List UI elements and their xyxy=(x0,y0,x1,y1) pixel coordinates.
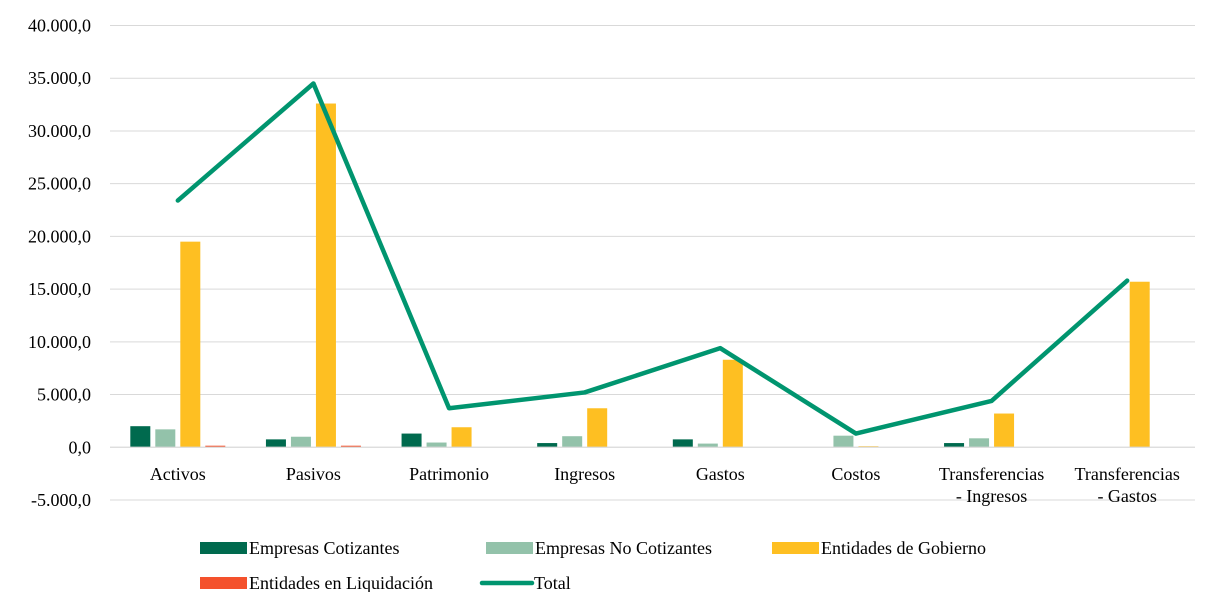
bar-empresas-cotizantes xyxy=(401,433,422,448)
y-tick-label: 40.000,0 xyxy=(28,16,91,36)
y-axis: -5.000,0 0,0 5.000,0 10.000,0 15.000,0 20.000… xyxy=(28,16,91,511)
legend: Empresas Cotizantes Empresas No Cotizante… xyxy=(200,538,986,592)
bar-entidades-de-gobierno xyxy=(315,103,336,448)
grid-lines xyxy=(110,25,1195,501)
y-tick-label: -5.000,0 xyxy=(31,490,91,510)
x-tick-label: Costos xyxy=(831,464,880,484)
legend-label-empresas-no-cotizantes: Empresas No Cotizantes xyxy=(535,538,712,558)
legend-label-entidades-de-gobierno: Entidades de Gobierno xyxy=(821,538,986,558)
legend-label-empresas-cotizantes: Empresas Cotizantes xyxy=(249,538,399,558)
x-tick-label: Gastos xyxy=(696,464,745,484)
y-tick-label: 35.000,0 xyxy=(28,68,91,88)
legend-label-total: Total xyxy=(534,573,571,592)
x-tick-label: Activos xyxy=(150,464,206,484)
bar-empresas-no-cotizantes xyxy=(562,436,583,448)
bar-empresas-cotizantes xyxy=(944,443,965,448)
legend-label-entidades-en-liquidacion: Entidades en Liquidación xyxy=(249,573,433,592)
bar-empresas-no-cotizantes xyxy=(426,442,447,448)
bar-empresas-no-cotizantes xyxy=(969,438,990,448)
bar-empresas-cotizantes xyxy=(672,439,693,448)
legend-swatch-empresas-cotizantes xyxy=(200,542,247,554)
y-tick-label: 0,0 xyxy=(69,437,92,457)
bar-entidades-de-gobierno xyxy=(451,427,472,448)
bar-empresas-no-cotizantes xyxy=(697,443,718,448)
bar-empresas-cotizantes xyxy=(130,426,151,448)
bar-empresas-no-cotizantes xyxy=(155,429,176,448)
x-tick-label: Pasivos xyxy=(286,464,341,484)
bar-entidades-de-gobierno xyxy=(1129,281,1150,448)
x-tick-label: Transferencias - Ingresos xyxy=(939,464,1044,506)
bar-entidades-de-gobierno xyxy=(180,241,201,448)
bar-entidades-en-liquidacion xyxy=(340,445,361,448)
line-total xyxy=(175,81,1130,436)
bar-entidades-de-gobierno xyxy=(722,359,743,448)
x-tick-label: Transferencias - Gastos xyxy=(1075,464,1180,506)
bar-entidades-en-liquidacion xyxy=(205,445,226,448)
y-tick-label: 25.000,0 xyxy=(28,174,91,194)
bar-empresas-no-cotizantes xyxy=(833,435,854,448)
x-tick-label: Patrimonio xyxy=(409,464,489,484)
legend-swatch-entidades-de-gobierno xyxy=(772,542,819,554)
x-tick-label: Ingresos xyxy=(554,464,615,484)
y-tick-label: 20.000,0 xyxy=(28,226,91,246)
legend-swatch-entidades-en-liquidacion xyxy=(200,577,247,589)
bar-empresas-no-cotizantes xyxy=(290,436,311,448)
bar-entidades-de-gobierno xyxy=(994,413,1015,448)
y-tick-label: 30.000,0 xyxy=(28,121,91,141)
bar-empresas-cotizantes xyxy=(537,443,558,448)
y-tick-label: 15.000,0 xyxy=(28,279,91,299)
y-tick-label: 10.000,0 xyxy=(28,332,91,352)
legend-swatch-empresas-no-cotizantes xyxy=(486,542,533,554)
bar-entidades-de-gobierno xyxy=(587,408,608,448)
total-line-group xyxy=(175,81,1130,436)
x-axis: Activos Pasivos Patrimonio Ingresos Gastos Co… xyxy=(110,446,1195,506)
bar-empresas-cotizantes xyxy=(265,439,286,448)
y-tick-label: 5.000,0 xyxy=(37,385,91,405)
bars xyxy=(130,103,1150,448)
